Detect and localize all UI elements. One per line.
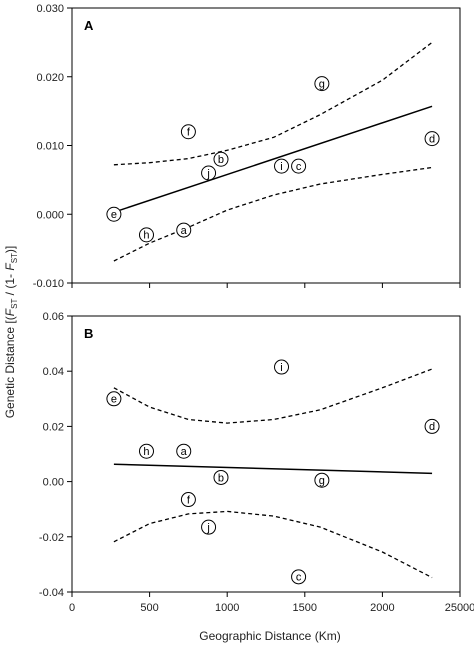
panel-a-point-b (213, 151, 229, 167)
panel-a-point-label-f: f (187, 127, 191, 139)
panel-b-point-b (213, 469, 229, 485)
panel-a-point-label-b: b (218, 154, 224, 166)
panel-a-point-label-h: h (143, 230, 149, 242)
panel-a-point-label-g: g (319, 78, 325, 90)
panel-b-point-g (314, 472, 330, 488)
panel-b-point-c (291, 569, 307, 585)
x-tick-label: 25000 (445, 602, 474, 614)
panel-b-point-label-g: g (319, 475, 325, 487)
x-tick-label: 0 (69, 602, 75, 614)
y-axis-title-middle: / (1- (3, 271, 17, 299)
panel-b-y-tick-label: -0.04 (39, 587, 64, 599)
y-axis-title-sub1: ST (10, 299, 19, 309)
panel-a-point-c (291, 158, 307, 174)
panel-b-point-label-c: c (296, 572, 302, 584)
panel-a-point-j (201, 165, 217, 181)
panel-b-point-label-d: d (429, 421, 435, 433)
panel-b-label: B (84, 326, 93, 341)
panel-a-regression-line (113, 105, 433, 213)
panel-a: 0.030 0.020 0.010 0.000 -0.010 Ae h a f jb i c g d (33, 3, 461, 290)
panel-b-point-h (138, 443, 154, 459)
panel-a-point-f (180, 124, 196, 140)
panel-a-ci-upper (113, 41, 433, 166)
y-axis-title-prefix: Genetic Distance [( (3, 316, 17, 418)
panel-b-regression-line (113, 463, 433, 475)
panel-b-point-label-e: e (111, 394, 117, 406)
panel-a-label: A (84, 18, 94, 33)
panel-a-point-label-e: e (111, 209, 117, 221)
panel-b-point-f (180, 492, 196, 508)
panel-a-point-e (106, 206, 122, 222)
panel-a-point-label-c: c (296, 161, 302, 173)
panel-b-point-label-f: f (187, 494, 191, 506)
panel-a-point-label-j: j (206, 168, 209, 180)
y-axis-title-suffix: )] (3, 246, 17, 253)
panel-b-point-label-j: j (206, 522, 209, 534)
y-axis-title-f2: F (3, 263, 17, 271)
panel-b-point-i (274, 359, 290, 375)
panel-a-y-tick-label: -0.010 (33, 278, 64, 290)
panel-b-frame (71, 315, 461, 593)
panel-b-y-tick-label: -0.02 (39, 532, 64, 544)
panel-a-point-label-d: d (429, 133, 435, 145)
panel-a-y-tick-label: 0.010 (36, 141, 64, 153)
y-axis-title-sub2: ST (10, 253, 19, 263)
panel-b-y-tick-label: 0.04 (43, 366, 64, 378)
panel-b: 0.06 0.04 0.02 0.00 -0.02 -0.04 Be h a f j b i c g d (39, 311, 461, 599)
panel-b-point-e (106, 391, 122, 407)
panel-b-point-label-b: b (218, 472, 224, 484)
x-axis: 0 500 1000 1500 2000 25000 (69, 602, 474, 614)
panel-a-y-tick-label: 0.020 (36, 72, 64, 84)
x-tick-label: 2000 (370, 602, 394, 614)
panel-b-y-tick-label: 0.00 (43, 477, 64, 489)
y-axis-title: Genetic Distance [(FST / (1- FST)] (3, 246, 19, 419)
panel-a-point-label-a: a (181, 225, 188, 237)
panel-b-ci-lower (113, 510, 433, 579)
panel-a-point-d (424, 131, 440, 147)
panel-a-y-tick-label: 0.030 (36, 3, 64, 15)
panel-b-point-a (176, 443, 192, 459)
panel-b-y-tick-label: 0.02 (43, 421, 64, 433)
x-tick-label: 1500 (293, 602, 317, 614)
panel-b-point-d (424, 418, 440, 434)
panel-b-ci-upper (113, 368, 433, 424)
x-axis-title: Geographic Distance (Km) (199, 629, 340, 643)
panel-b-point-label-a: a (181, 446, 188, 458)
panel-b-point-j (201, 519, 217, 535)
panel-b-point-label-i: i (280, 362, 282, 374)
panel-a-frame (71, 7, 461, 284)
panel-a-point-h (138, 227, 154, 243)
panel-a-ci-lower (113, 166, 433, 262)
x-tick-label: 500 (140, 602, 158, 614)
y-axis-title-f1: F (3, 308, 17, 316)
panel-a-point-i (274, 158, 290, 174)
panel-b-y-tick-label: 0.06 (43, 311, 64, 323)
panel-b-point-label-h: h (143, 446, 149, 458)
panel-a-point-label-i: i (280, 161, 282, 173)
panel-a-point-a (176, 222, 192, 238)
x-tick-label: 1000 (215, 602, 239, 614)
panel-a-point-g (314, 76, 330, 92)
panel-a-y-tick-label: 0.000 (36, 209, 64, 221)
